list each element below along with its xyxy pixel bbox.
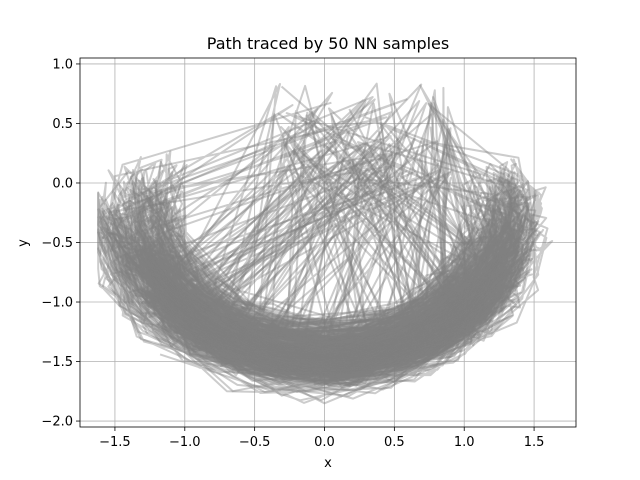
x-tick-label: −1.0: [169, 435, 201, 450]
x-tick-label: 0.5: [384, 435, 405, 450]
sample-path: [112, 205, 554, 392]
sample-path: [144, 250, 531, 387]
x-tick-label: 1.0: [454, 435, 475, 450]
sample-path: [200, 290, 478, 359]
grid-lines: [80, 58, 576, 427]
sample-path: [135, 185, 516, 349]
sample-path: [100, 178, 519, 377]
sample-path: [115, 205, 523, 378]
sample-path: [177, 289, 495, 378]
sample-path: [97, 201, 537, 398]
sample-path: [97, 170, 529, 377]
y-tick-label: −1.5: [41, 355, 73, 370]
y-tick-label: 1.0: [52, 57, 73, 72]
sample-path: [145, 150, 529, 347]
sample-path: [163, 298, 470, 380]
y-tick-label: −2.0: [41, 415, 73, 430]
sample-path: [140, 85, 525, 389]
sample-path: [128, 191, 500, 358]
x-tick-label: 1.5: [524, 435, 545, 450]
sample-path: [144, 83, 497, 386]
sample-path: [117, 225, 521, 383]
y-tick-label: −1.0: [41, 296, 73, 311]
sample-path: [150, 267, 474, 359]
sample-path: [151, 217, 494, 349]
y-axis-label: y: [16, 239, 31, 247]
sample-path: [129, 177, 542, 376]
sample-path: [127, 169, 499, 361]
sample-path: [144, 223, 489, 348]
y-tick-label: 0.5: [52, 117, 73, 132]
sample-path: [145, 274, 498, 378]
sample-path: [175, 287, 466, 370]
sample-path: [134, 237, 500, 372]
y-tick-label: 0.0: [52, 176, 73, 191]
sample-path: [151, 100, 470, 362]
sample-path: [147, 83, 479, 357]
sample-path: [156, 82, 485, 365]
sample-path: [129, 252, 534, 387]
sample-path: [116, 165, 520, 367]
sample-path: [186, 286, 470, 365]
sample-path: [144, 277, 486, 386]
sample-path: [168, 314, 480, 387]
x-axis-label: x: [324, 456, 332, 471]
sample-path: [165, 283, 490, 377]
sample-path: [107, 84, 520, 387]
sample-path: [106, 101, 529, 378]
sample-path: [119, 241, 508, 378]
x-tick-label: −0.5: [239, 435, 271, 450]
sample-path: [146, 178, 538, 362]
series-paths: [97, 82, 554, 405]
x-tick-label: −1.5: [99, 435, 131, 450]
sample-path: [137, 257, 518, 376]
x-axis-ticks: −1.5 −1.0 −0.5 0.0 0.5 1.0 1.5: [99, 427, 544, 450]
sample-path: [142, 96, 518, 348]
sample-path: [107, 202, 530, 383]
sample-path: [155, 279, 518, 387]
sample-path: [97, 172, 538, 402]
sample-path: [127, 238, 532, 374]
sample-path: [138, 271, 508, 380]
sample-path: [125, 158, 547, 368]
chart-title: Path traced by 50 NN samples: [207, 34, 449, 53]
sample-path: [141, 290, 473, 380]
sample-path: [143, 201, 537, 372]
sample-path: [109, 227, 519, 382]
sample-path: [147, 228, 499, 355]
sample-path: [115, 239, 534, 388]
y-tick-label: −0.5: [41, 236, 73, 251]
y-axis-ticks: 1.0 0.5 0.0 −0.5 −1.0 −1.5 −2.0: [41, 57, 80, 430]
x-tick-label: 0.0: [314, 435, 335, 450]
sample-path: [97, 216, 538, 405]
